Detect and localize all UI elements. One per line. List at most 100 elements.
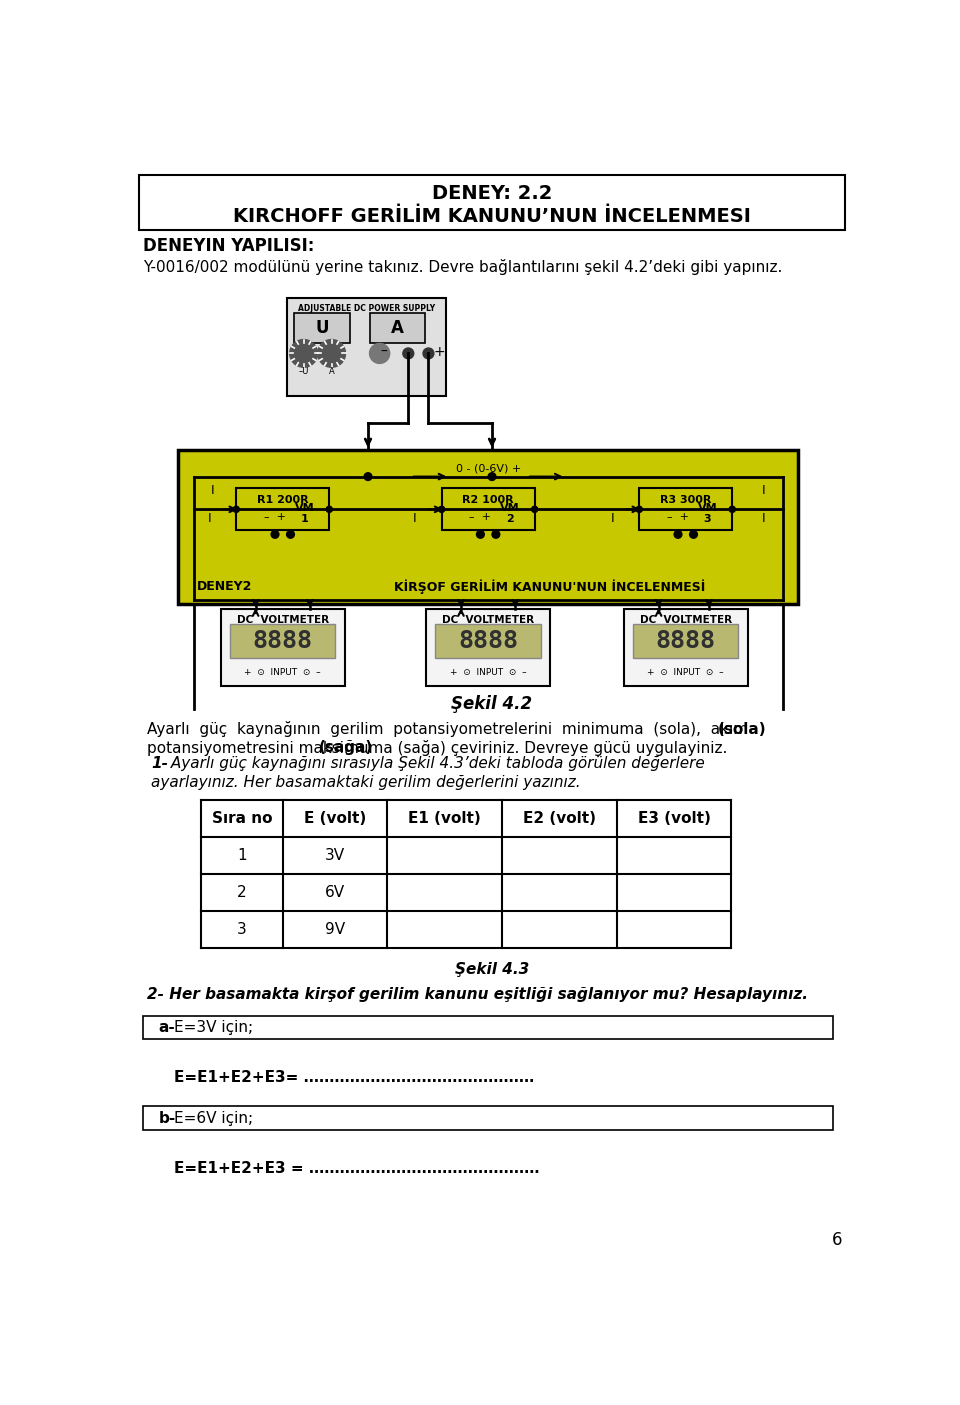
Text: potansiyometresini maksimuma (sağa) çeviriniz. Devreye gücü uygulayiniz.: potansiyometresini maksimuma (sağa) çevi… (147, 739, 728, 756)
Bar (230, 624, 335, 659)
Circle shape (730, 506, 735, 513)
Circle shape (674, 531, 682, 538)
Text: I: I (761, 511, 765, 525)
Text: +  ⊙  INPUT  ⊙  –: + ⊙ INPUT ⊙ – (450, 667, 526, 677)
Text: DC  VOLTMETER: DC VOLTMETER (442, 615, 534, 625)
Text: –  +: – + (469, 513, 492, 523)
Text: 0 - (0-6V) +: 0 - (0-6V) + (455, 464, 520, 473)
Circle shape (636, 506, 642, 513)
Bar (633, 624, 738, 659)
Bar (426, 608, 550, 686)
Text: 1: 1 (237, 849, 247, 863)
Text: I: I (611, 511, 614, 525)
Text: 3: 3 (237, 922, 247, 937)
Circle shape (689, 531, 697, 538)
Text: –  +: – + (667, 513, 689, 523)
Text: 8888: 8888 (656, 629, 716, 653)
Bar (295, 313, 350, 343)
Text: E=3V için;: E=3V için; (175, 1020, 253, 1034)
Circle shape (532, 506, 538, 513)
Text: DC  VOLTMETER: DC VOLTMETER (639, 615, 732, 625)
Text: VM
2: VM 2 (500, 503, 519, 524)
Text: Şekil 4.2: Şekil 4.2 (451, 694, 533, 712)
Text: I: I (413, 511, 417, 525)
Text: –: – (380, 344, 387, 358)
Text: KİRŞOF GERİLİM KANUNU'NUN İNCELENMESİ: KİRŞOF GERİLİM KANUNU'NUN İNCELENMESİ (395, 579, 706, 594)
Text: R1 200R: R1 200R (257, 495, 308, 504)
Text: (sola): (sola) (717, 722, 766, 736)
Text: 6V: 6V (325, 885, 346, 899)
Circle shape (439, 506, 444, 513)
Circle shape (287, 531, 295, 538)
Text: DENEYIN YAPILISI:: DENEYIN YAPILISI: (143, 236, 315, 254)
Circle shape (423, 348, 434, 358)
Text: E3 (volt): E3 (volt) (637, 811, 710, 826)
Text: ayarlayınız. Her basamaktaki gerilim değerlerini yazınız.: ayarlayınız. Her basamaktaki gerilim değ… (151, 774, 581, 790)
Bar (639, 488, 732, 531)
Circle shape (364, 472, 372, 481)
Bar (236, 488, 329, 531)
Bar (143, 1107, 833, 1130)
Bar (287, 298, 445, 396)
Text: E1 (volt): E1 (volt) (408, 811, 481, 826)
Text: DENEY: 2.2: DENEY: 2.2 (432, 184, 552, 202)
Text: E=6V için;: E=6V için; (175, 1110, 253, 1125)
Text: a-: a- (158, 1020, 176, 1034)
Text: Y-0016/002 modülünü yerine takınız. Devre bağlantılarını şekil 4.2’deki gibi yap: Y-0016/002 modülünü yerine takınız. Devr… (143, 259, 782, 275)
Circle shape (476, 531, 484, 538)
Circle shape (492, 531, 500, 538)
Circle shape (290, 340, 318, 367)
Circle shape (318, 340, 346, 367)
Text: I: I (207, 511, 211, 525)
Bar (139, 174, 845, 230)
Text: ADJUSTABLE DC POWER SUPPLY: ADJUSTABLE DC POWER SUPPLY (298, 305, 435, 313)
Bar (624, 608, 748, 686)
Text: A: A (391, 319, 404, 337)
Text: 1-: 1- (151, 756, 168, 771)
Bar (221, 608, 345, 686)
Text: 9V: 9V (325, 922, 346, 937)
Bar (179, 450, 798, 604)
Circle shape (403, 348, 414, 358)
Text: Sıra no: Sıra no (212, 811, 273, 826)
Text: R2 100R: R2 100R (463, 495, 514, 504)
Bar (436, 624, 540, 659)
Text: 3V: 3V (325, 849, 346, 863)
Text: +  ⊙  INPUT  ⊙  –: + ⊙ INPUT ⊙ – (647, 667, 724, 677)
Text: I: I (211, 483, 215, 497)
Text: 6: 6 (831, 1231, 842, 1249)
Circle shape (233, 506, 239, 513)
Text: I: I (761, 483, 765, 497)
Text: +  ⊙  INPUT  ⊙  –: + ⊙ INPUT ⊙ – (245, 667, 321, 677)
Circle shape (326, 506, 332, 513)
Text: VM
3: VM 3 (698, 503, 717, 524)
Text: 8888: 8888 (458, 629, 518, 653)
Text: E (volt): E (volt) (304, 811, 366, 826)
Text: (sağa): (sağa) (319, 740, 373, 754)
Text: +: + (434, 344, 445, 358)
Bar (143, 1016, 833, 1038)
Text: Ayarlı güç kaynağını sırasıyla Şekil 4.3’deki tabloda görülen değerlere: Ayarlı güç kaynağını sırasıyla Şekil 4.3… (166, 756, 706, 771)
Text: KIRCHOFF GERİLİM KANUNU’NUN İNCELENMESI: KIRCHOFF GERİLİM KANUNU’NUN İNCELENMESI (233, 207, 751, 226)
Text: 8888: 8888 (252, 629, 313, 653)
Circle shape (488, 472, 496, 481)
Text: VM
1: VM 1 (295, 503, 314, 524)
Text: U: U (316, 319, 329, 337)
Text: 2- Her basamakta kirşof gerilim kanunu eşitliği sağlanıyor mu? Hesaplayınız.: 2- Her basamakta kirşof gerilim kanunu e… (147, 986, 808, 1002)
Text: Ayarlı  güç  kaynağının  gerilim  potansiyometrelerini  minimuma  (sola),  akım: Ayarlı güç kaynağının gerilim potansiyom… (147, 721, 748, 738)
Text: E=E1+E2+E3 = ………………………………………: E=E1+E2+E3 = ……………………………………… (175, 1161, 540, 1176)
Text: R3 300R: R3 300R (660, 495, 711, 504)
Text: E=E1+E2+E3= ………………………………………: E=E1+E2+E3= ……………………………………… (175, 1069, 535, 1085)
Circle shape (370, 343, 390, 364)
Text: A: A (328, 367, 334, 377)
Text: E2 (volt): E2 (volt) (523, 811, 596, 826)
Bar (370, 313, 425, 343)
Text: DC  VOLTMETER: DC VOLTMETER (237, 615, 329, 625)
Text: –  +: – + (264, 513, 286, 523)
Circle shape (271, 531, 278, 538)
Text: b-: b- (158, 1110, 176, 1125)
Text: –U: –U (299, 367, 309, 377)
Text: 2: 2 (237, 885, 247, 899)
Text: Şekil 4.3: Şekil 4.3 (455, 962, 529, 976)
Bar (442, 488, 535, 531)
